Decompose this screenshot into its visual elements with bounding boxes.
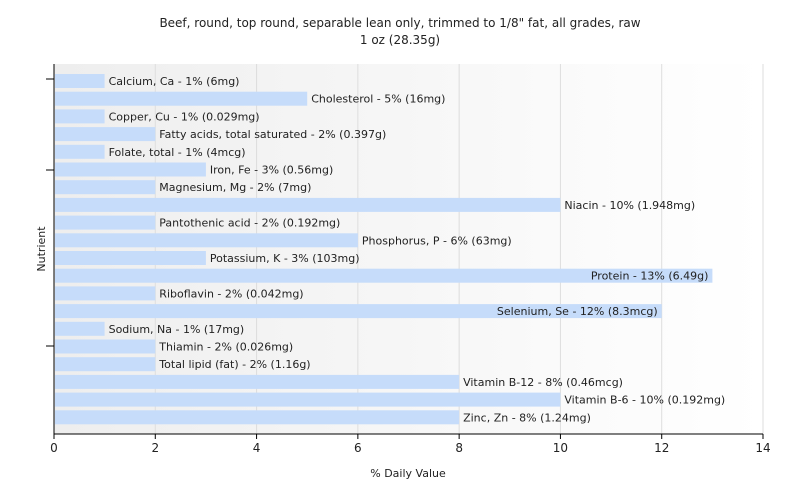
- x-axis-title: % Daily Value: [370, 467, 446, 480]
- bar-label: Niacin - 10% (1.948mg): [564, 199, 695, 212]
- chart-subtitle: 1 oz (28.35g): [360, 33, 440, 47]
- plot-area: [54, 64, 763, 434]
- bar: [55, 91, 308, 106]
- labels-layer: Calcium, Ca - 1% (6mg) Cholesterol - 5% (…: [109, 75, 726, 424]
- bar: [55, 180, 156, 195]
- axes-layer: 0 2 4 6 8 10 12 14: [46, 64, 771, 455]
- bar: [55, 321, 105, 336]
- bar: [55, 74, 105, 88]
- bar-label: Folate, total - 1% (4mcg): [109, 146, 246, 159]
- bar: [55, 127, 156, 142]
- bar: [55, 251, 206, 265]
- x-tick-label: 2: [151, 441, 159, 455]
- grid-layer: [154, 64, 764, 434]
- bar: [55, 304, 662, 319]
- x-tick-label: 12: [654, 441, 669, 455]
- x-tick-label: 6: [354, 441, 362, 455]
- x-tick-label: 10: [553, 441, 568, 455]
- bar: [55, 374, 460, 389]
- bar-label: Pantothenic acid - 2% (0.192mg): [159, 217, 340, 230]
- y-axis-title: Nutrient: [35, 226, 48, 272]
- bar: [55, 109, 105, 124]
- bar: [55, 286, 156, 301]
- bar-label: Selenium, Se - 12% (8.3mcg): [497, 305, 658, 318]
- bar-label: Iron, Fe - 3% (0.56mg): [210, 164, 333, 177]
- x-tick-label: 14: [755, 441, 770, 455]
- chart-title: Beef, round, top round, separable lean o…: [159, 16, 640, 30]
- bar: [55, 268, 713, 283]
- bar-label: Fatty acids, total saturated - 2% (0.397…: [159, 128, 386, 141]
- bar-label: Total lipid (fat) - 2% (1.16g): [158, 358, 310, 371]
- bar-label: Phosphorus, P - 6% (63mg): [362, 234, 512, 247]
- bar-label: Cholesterol - 5% (16mg): [311, 93, 445, 106]
- bar-label: Vitamin B-6 - 10% (0.192mg): [564, 394, 725, 407]
- x-tick-label: 0: [50, 441, 58, 455]
- bar-label: Magnesium, Mg - 2% (7mg): [159, 181, 311, 194]
- bar-label: Vitamin B-12 - 8% (0.46mcg): [463, 376, 623, 389]
- bars-layer: [55, 74, 713, 425]
- bar-label: Copper, Cu - 1% (0.029mg): [109, 110, 260, 123]
- bar: [55, 357, 156, 372]
- bar-label: Potassium, K - 3% (103mg): [210, 252, 360, 265]
- bar-label: Protein - 13% (6.49g): [591, 270, 709, 283]
- bar: [55, 215, 156, 230]
- bar-label: Sodium, Na - 1% (17mg): [109, 323, 245, 336]
- bar: [55, 162, 206, 177]
- x-tick-label: 8: [455, 441, 463, 455]
- bar: [55, 392, 561, 407]
- x-tick-label: 4: [253, 441, 261, 455]
- bar-label: Thiamin - 2% (0.026mg): [158, 341, 293, 354]
- bar-label: Riboflavin - 2% (0.042mg): [159, 287, 303, 300]
- bar-label: Calcium, Ca - 1% (6mg): [109, 75, 240, 88]
- bar: [55, 339, 156, 354]
- bar: [55, 233, 358, 248]
- bar: [55, 410, 460, 425]
- bar: [55, 197, 561, 212]
- bar: [55, 144, 105, 159]
- bar-label: Zinc, Zn - 8% (1.24mg): [463, 411, 591, 424]
